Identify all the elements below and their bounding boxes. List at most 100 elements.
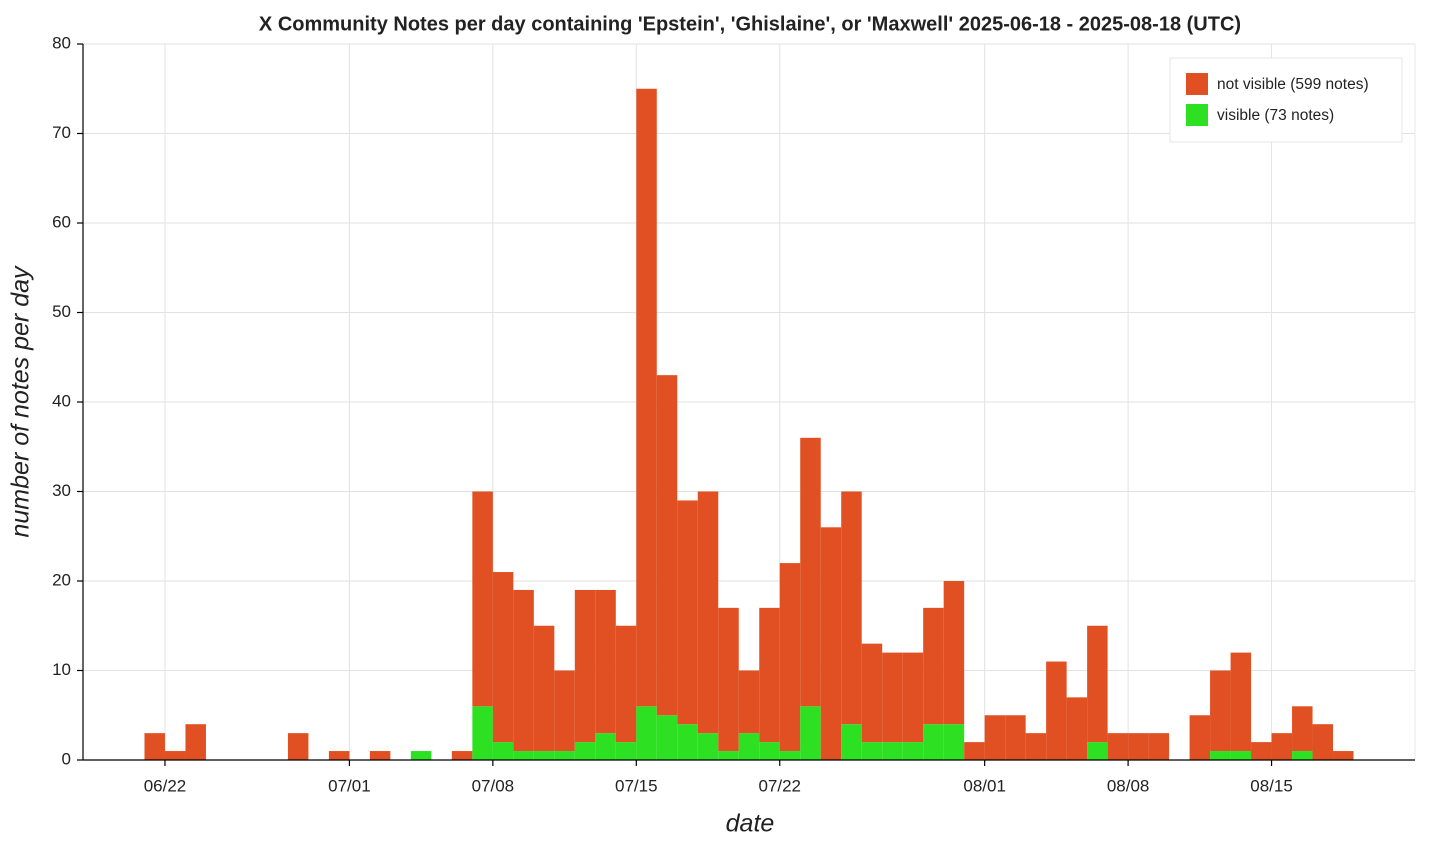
bar-segment <box>1046 661 1067 760</box>
bar-segment <box>1271 733 1293 760</box>
x-tick-label: 08/01 <box>963 776 1006 795</box>
y-tick-label: 20 <box>52 570 71 589</box>
bar-segment <box>574 742 596 760</box>
bar-segment <box>1005 715 1026 760</box>
bar-segment <box>800 437 821 707</box>
bar-segment <box>923 724 944 760</box>
legend-label: not visible (599 notes) <box>1217 76 1369 93</box>
bar-segment <box>1251 742 1272 760</box>
bar-segment <box>800 706 821 760</box>
bar-segment <box>1292 706 1313 752</box>
bar-segment <box>185 724 206 760</box>
x-tick-label: 07/22 <box>758 776 801 795</box>
bar-segment <box>882 652 903 743</box>
bar-segment <box>1333 751 1354 760</box>
y-tick-label: 70 <box>52 123 71 142</box>
y-tick-label: 60 <box>52 212 71 231</box>
bar-segment <box>615 625 637 743</box>
bar-segment <box>1210 751 1231 760</box>
bar-segment <box>861 643 883 743</box>
bar-segment <box>861 742 883 760</box>
x-tick-label: 07/15 <box>615 776 658 795</box>
legend-swatch <box>1186 73 1208 95</box>
chart-title: X Community Notes per day containing 'Ep… <box>259 13 1241 35</box>
y-tick-label: 0 <box>62 749 71 768</box>
bar-segment <box>1087 625 1108 743</box>
bar-segment <box>656 715 678 760</box>
x-tick-label: 07/08 <box>472 776 515 795</box>
bar-segment <box>513 589 534 752</box>
bar-segment <box>554 751 575 760</box>
bar-segment <box>759 607 780 743</box>
y-tick-label: 80 <box>52 33 71 52</box>
bar-segment <box>472 706 493 760</box>
bar-segment <box>595 733 616 760</box>
bar-segment <box>1292 751 1313 760</box>
bar-segment <box>492 742 514 760</box>
legend-label: visible (73 notes) <box>1217 107 1334 124</box>
bar-segment <box>820 527 842 760</box>
bar-segment <box>410 751 432 760</box>
bar-segment <box>636 88 657 707</box>
bar-segment <box>1230 751 1252 760</box>
bar-segment <box>677 724 698 760</box>
bar-segment <box>492 572 514 743</box>
bar-segment <box>902 742 924 760</box>
bar-segment <box>902 652 924 743</box>
legend: not visible (599 notes) visible (73 notes… <box>1169 57 1403 143</box>
bar-segment <box>1148 733 1170 760</box>
bar-segment <box>554 670 575 752</box>
bar-segment <box>697 491 719 734</box>
y-tick-label: 40 <box>52 391 71 410</box>
bar-segment <box>1189 715 1211 760</box>
x-tick-label: 06/22 <box>144 776 187 795</box>
bar-segment <box>1107 733 1129 760</box>
legend-box <box>1169 57 1403 143</box>
bar-segment <box>1210 670 1231 752</box>
bar-segment <box>984 715 1006 760</box>
bar-segment <box>615 742 637 760</box>
bar-segment <box>328 751 350 760</box>
bar-segment <box>595 589 616 734</box>
bar-segment <box>882 742 903 760</box>
bar-segment <box>841 491 862 725</box>
bar-segment <box>759 742 780 760</box>
x-tick-label: 07/01 <box>328 776 371 795</box>
y-tick-label: 10 <box>52 660 71 679</box>
bar-segment <box>1087 742 1108 760</box>
bar-segment <box>841 724 862 760</box>
bar-segment <box>738 733 760 760</box>
x-tick-label: 08/15 <box>1250 776 1293 795</box>
bar-segment <box>533 751 555 760</box>
bar-segment <box>451 751 473 760</box>
bar-segment <box>287 733 309 760</box>
bar-segment <box>472 491 493 707</box>
y-tick-label: 50 <box>52 302 71 321</box>
bar-segment <box>943 581 965 725</box>
bar-segment <box>656 375 678 716</box>
bar-segment <box>943 724 965 760</box>
bar-segment <box>1066 697 1088 760</box>
bar-segment <box>738 670 760 734</box>
bar-segment <box>1312 724 1334 760</box>
bar-segment <box>677 500 698 725</box>
bar-segment <box>369 751 391 760</box>
x-tick-label: 08/08 <box>1107 776 1150 795</box>
bar-segment <box>1025 733 1047 760</box>
legend-swatch <box>1186 104 1208 126</box>
bar-segment <box>513 751 534 760</box>
bar-segment <box>697 733 719 760</box>
x-axis-label: date <box>726 810 775 838</box>
y-tick-label: 30 <box>52 481 71 500</box>
bar-segment <box>144 733 165 760</box>
bar-segment <box>779 751 801 760</box>
bar-segment <box>779 563 801 752</box>
bar-segment <box>1128 733 1149 760</box>
bar-segment <box>923 607 944 725</box>
bar-segment <box>718 607 739 752</box>
bar-segment <box>718 751 739 760</box>
bar-segment <box>533 625 555 752</box>
bar-segment <box>1230 652 1252 752</box>
bar-segment <box>164 751 186 760</box>
